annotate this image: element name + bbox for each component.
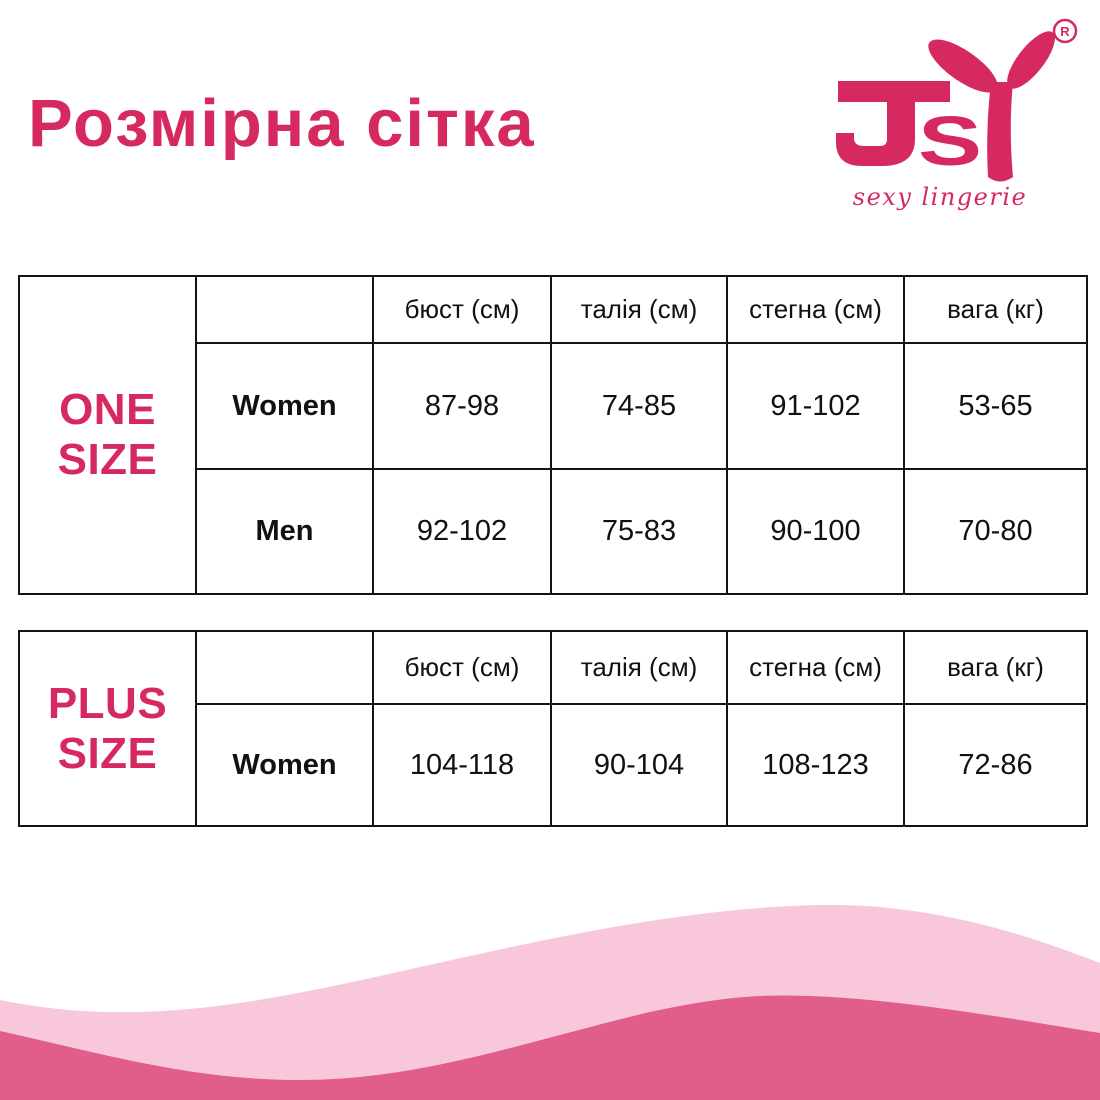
size-label-line: SIZE [57,728,158,778]
wave-dark-shape [0,995,1100,1100]
value-cell-hips: 108-123 [726,703,905,827]
letter-j-shape [836,81,950,166]
letter-s: S [918,102,982,180]
registered-mark-circle [1052,18,1078,44]
column-header-weight: вага (кг) [903,630,1088,705]
value-cell-weight: 53-65 [903,342,1088,470]
value-cell-waist: 90-104 [550,703,728,827]
value-cell-bust: 104-118 [372,703,552,827]
gender-cell-men: Men [195,468,374,595]
value-cell-bust: 87-98 [372,342,552,470]
value-cell-weight: 72-86 [903,703,1088,827]
bunny-ear-right-icon [1007,31,1055,89]
page-title: Розмірна сітка [28,86,536,161]
size-label-line: PLUS [47,678,168,728]
size-label-one-size: ONE SIZE [18,275,197,595]
jsy-logo-graphic: S R sexy lingerie [836,18,1078,211]
size-label-line: ONE [59,385,156,434]
value-cell-waist: 74-85 [550,342,728,470]
brand-tagline: sexy lingerie [853,183,1027,211]
empty-header-cell [195,630,374,705]
size-label-plus-size: PLUS SIZE [18,630,197,827]
value-cell-bust: 92-102 [372,468,552,595]
wave-decoration [0,904,1100,1100]
value-cell-waist: 75-83 [550,468,728,595]
size-label-line: SIZE [57,435,158,484]
value-cell-hips: 90-100 [726,468,905,595]
gender-cell-women: Women [195,342,374,470]
column-header-weight: вага (кг) [903,275,1088,344]
column-header-waist: талія (см) [550,275,728,344]
table-row: Women 87-98 74-85 91-102 53-65 [19,342,1088,470]
column-header-waist: талія (см) [550,630,728,705]
plus-size-table: PLUS SIZE бюст (см) талія (см) стегна (с… [18,630,1088,827]
column-header-bust: бюст (см) [372,630,552,705]
table-row: Men 92-102 75-83 90-100 70-80 [19,468,1088,595]
gender-cell-women: Women [195,703,374,827]
one-size-table: ONE SIZE бюст (см) талія (см) стегна (см… [18,275,1088,595]
column-header-hips: стегна (см) [726,275,905,344]
value-cell-weight: 70-80 [903,468,1088,595]
registered-mark-letter: R [1060,24,1070,39]
value-cell-hips: 91-102 [726,342,905,470]
letter-y-stem [987,82,1013,182]
empty-header-cell [195,275,374,344]
bunny-ear-left-icon [928,39,998,93]
table-row: Women 104-118 90-104 108-123 72-86 [19,703,1088,827]
column-header-hips: стегна (см) [726,630,905,705]
column-header-bust: бюст (см) [372,275,552,344]
brand-logo: S R sexy lingerie [830,14,1090,214]
